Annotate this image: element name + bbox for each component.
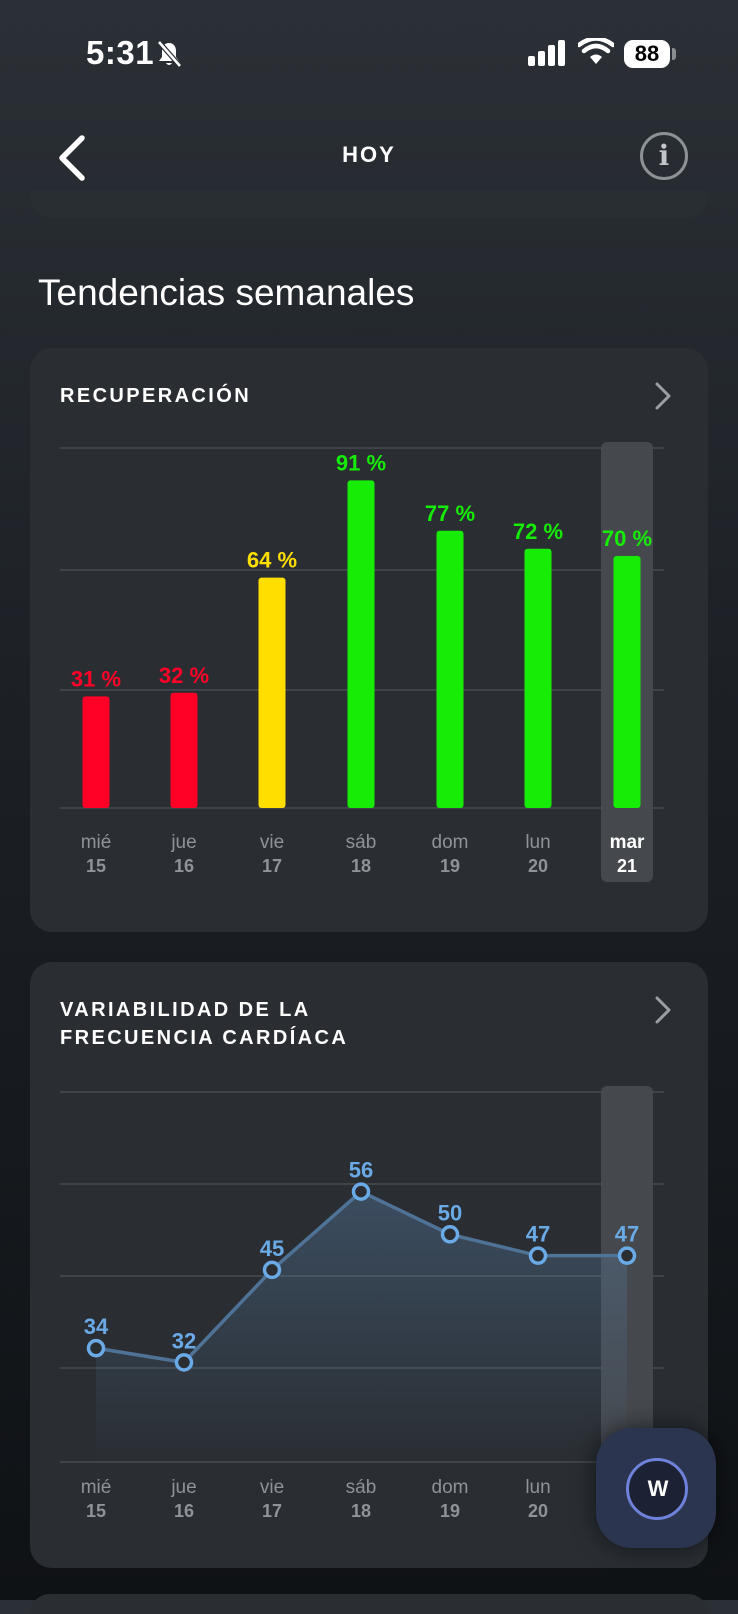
hrv-card[interactable]: VARIABILIDAD DE LA FRECUENCIA CARDÍACA 3… <box>30 962 708 1568</box>
x-tick-date: 16 <box>174 856 194 876</box>
x-tick-date: 15 <box>86 1501 106 1521</box>
x-tick-day: sáb <box>346 832 377 853</box>
bar-sáb <box>347 480 375 808</box>
x-tick-day: jue <box>170 1477 196 1498</box>
top-nav: HOY i <box>0 110 738 220</box>
x-tick-day: vie <box>260 1477 284 1498</box>
hrv-value-label: 32 <box>172 1328 196 1353</box>
cellular-signal-icon <box>528 40 565 66</box>
bar-lun <box>524 548 552 808</box>
hrv-title-line2: FRECUENCIA CARDÍACA <box>60 1027 349 1049</box>
chevron-right-icon[interactable] <box>652 378 674 414</box>
bar-value-label: 72 % <box>513 519 563 544</box>
battery-level: 88 <box>634 41 660 66</box>
bar-value-label: 32 % <box>159 663 209 688</box>
hrv-value-label: 50 <box>438 1200 462 1225</box>
hrv-title-line1: VARIABILIDAD DE LA <box>60 999 311 1021</box>
chevron-right-icon[interactable] <box>652 992 674 1028</box>
recovery-bar-chart: 31 % mié 15 32 % jue 16 64 % vie 17 91 % sáb 18 77 %… <box>60 442 664 882</box>
bar-value-label: 64 % <box>247 548 297 573</box>
bar-value-label: 31 % <box>71 666 121 691</box>
recovery-card[interactable]: RECUPERACIÓN 31 % mié 15 32 % jue 16 64 % vie 17… <box>30 348 708 932</box>
bar-value-label: 77 % <box>425 501 475 526</box>
hrv-point <box>174 1353 194 1372</box>
coach-fab-button[interactable]: W <box>596 1428 716 1548</box>
hrv-line-chart: 34 mié 15 32 jue 16 45 vie 17 56 sáb 18 50 dom 19 47 lun… <box>60 1086 664 1521</box>
x-tick-day: jue <box>170 832 196 853</box>
x-tick-day: dom <box>432 832 469 853</box>
hrv-point <box>86 1338 106 1358</box>
back-chevron-icon[interactable] <box>48 130 108 190</box>
whoop-logo-icon: W <box>626 1458 688 1520</box>
x-tick-day: sáb <box>346 1477 377 1498</box>
x-tick-date: 20 <box>528 856 548 876</box>
hrv-value-label: 47 <box>526 1222 550 1247</box>
info-icon[interactable]: i <box>640 132 688 180</box>
page-title: HOY <box>342 142 396 167</box>
x-tick-day: dom <box>432 1477 469 1498</box>
x-tick-date: 18 <box>351 856 371 876</box>
hrv-value-label: 34 <box>84 1314 109 1339</box>
section-title: Tendencias semanales <box>38 272 415 313</box>
x-tick-date: 15 <box>86 856 106 876</box>
x-tick-date: 17 <box>262 856 282 876</box>
x-tick-day: lun <box>525 832 550 853</box>
wifi-icon <box>578 38 614 64</box>
x-tick-date: 19 <box>440 1501 460 1521</box>
bar-dom <box>436 530 464 808</box>
x-tick-date: 16 <box>174 1501 194 1521</box>
x-tick-day: mié <box>81 832 112 853</box>
battery-icon: 88 <box>624 40 670 68</box>
x-tick-day: vie <box>260 832 284 853</box>
bar-jue <box>170 692 198 808</box>
status-time: 5:31 <box>86 34 155 71</box>
bar-mié <box>82 696 110 808</box>
header-card-edge <box>30 190 708 218</box>
x-tick-date: 18 <box>351 1501 371 1521</box>
next-card-edge <box>30 1594 708 1614</box>
recovery-card-title: RECUPERACIÓN <box>60 385 252 407</box>
hrv-area <box>96 1191 627 1462</box>
hrv-point <box>262 1260 282 1280</box>
bar-value-label: 91 % <box>336 450 386 475</box>
bar-mar <box>613 556 641 808</box>
x-tick-date: 19 <box>440 856 460 876</box>
x-tick-day: lun <box>525 1477 550 1498</box>
hrv-value-label: 45 <box>260 1236 284 1261</box>
hrv-value-label: 56 <box>349 1158 373 1183</box>
hrv-point <box>617 1246 637 1265</box>
bell-muted-icon <box>157 40 182 68</box>
x-tick-date: 21 <box>617 856 637 876</box>
hrv-point <box>351 1182 371 1201</box>
x-tick-day: mié <box>81 1477 112 1498</box>
bar-vie <box>258 577 286 808</box>
hrv-value-label: 47 <box>615 1222 639 1247</box>
status-bar: 5:31 88 <box>0 0 738 100</box>
bar-value-label: 70 % <box>602 526 652 551</box>
x-tick-day: mar <box>610 832 645 853</box>
hrv-point <box>528 1246 548 1265</box>
x-tick-date: 20 <box>528 1501 548 1521</box>
battery-nub <box>672 48 676 60</box>
hrv-point <box>440 1225 460 1244</box>
hrv-card-title: VARIABILIDAD DE LA FRECUENCIA CARDÍACA <box>60 996 348 1052</box>
x-tick-date: 17 <box>262 1501 282 1521</box>
